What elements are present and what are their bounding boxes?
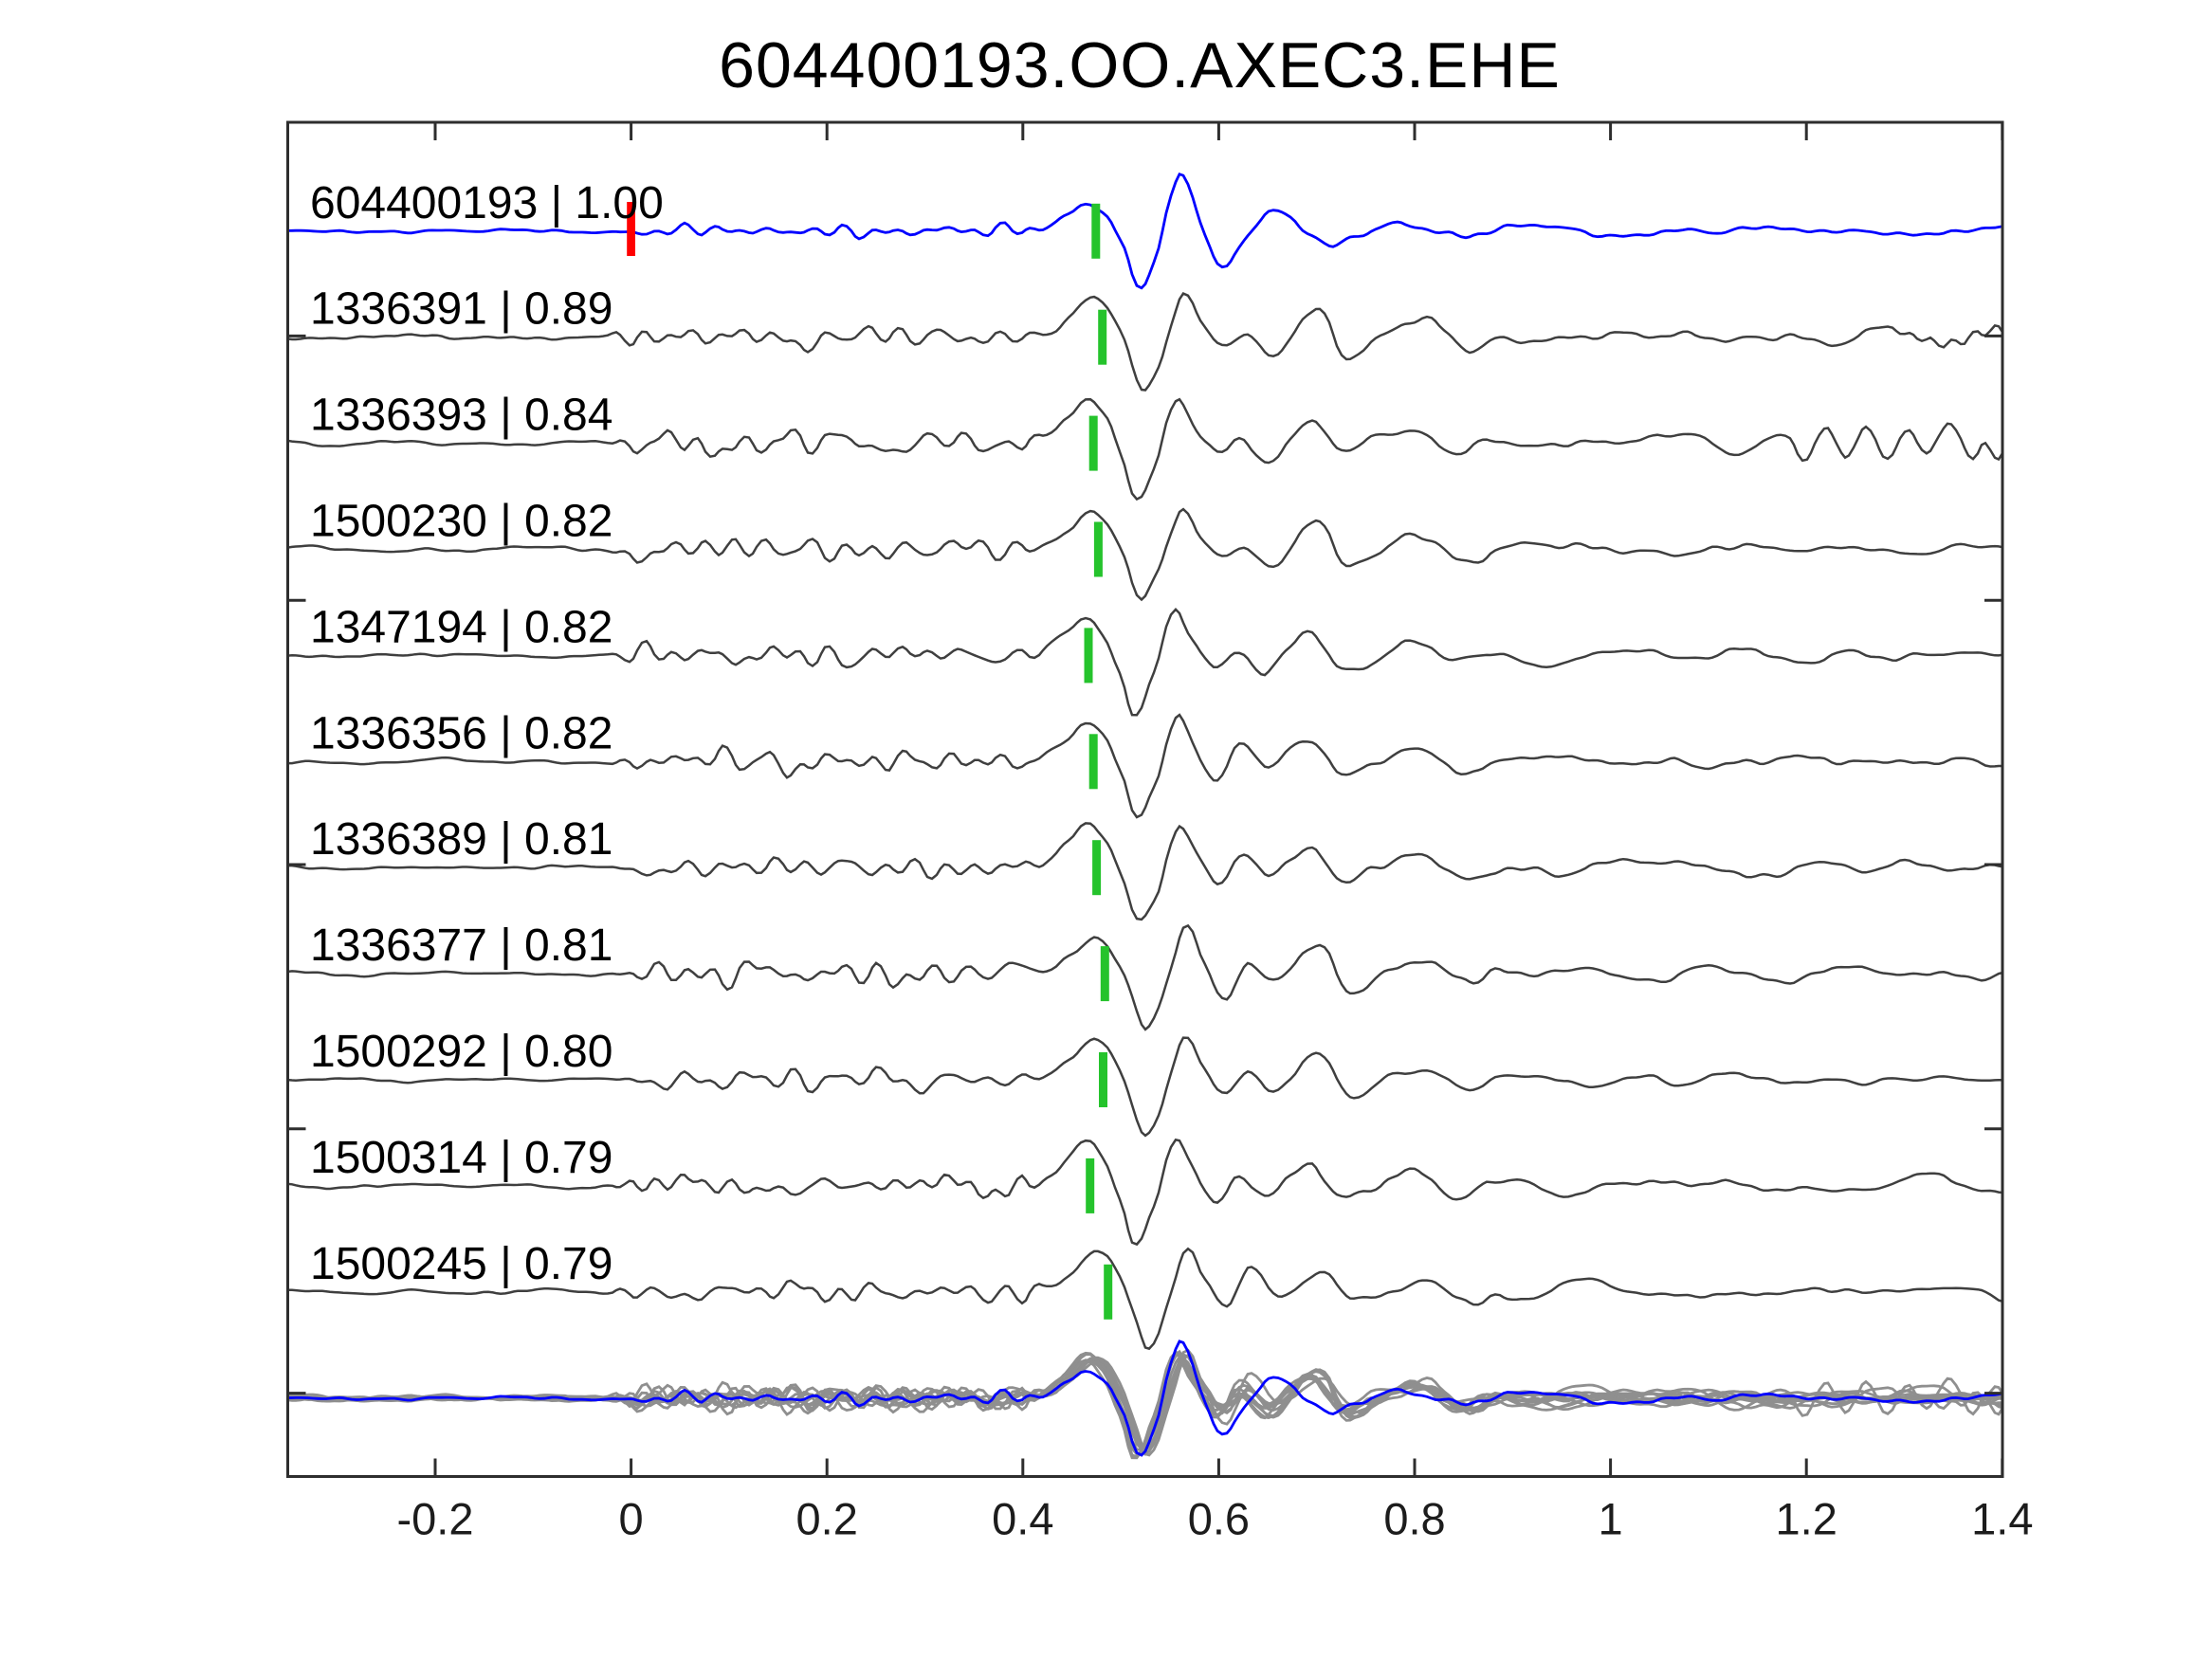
svg-text:1: 1 [1599,1494,1623,1544]
svg-text:0.8: 0.8 [1383,1494,1445,1544]
svg-text:1336391 | 0.89: 1336391 | 0.89 [310,284,612,335]
svg-text:604400193 | 1.00: 604400193 | 1.00 [310,178,664,228]
svg-text:0.6: 0.6 [1188,1494,1250,1544]
svg-text:1336389 | 0.81: 1336389 | 0.81 [310,814,612,865]
svg-text:1500292 | 0.80: 1500292 | 0.80 [310,1027,612,1077]
svg-text:0.4: 0.4 [992,1494,1053,1544]
svg-text:604400193.OO.AXEC3.EHE: 604400193.OO.AXEC3.EHE [719,29,1561,101]
svg-text:1500245 | 0.79: 1500245 | 0.79 [310,1239,612,1289]
svg-text:0: 0 [619,1494,644,1544]
svg-text:0.2: 0.2 [796,1494,858,1544]
svg-text:1.4: 1.4 [1971,1494,2033,1544]
svg-text:1336377 | 0.81: 1336377 | 0.81 [310,921,612,971]
svg-text:1336393 | 0.84: 1336393 | 0.84 [310,391,612,441]
svg-text:1500230 | 0.82: 1500230 | 0.82 [310,497,612,547]
svg-text:1336356 | 0.82: 1336356 | 0.82 [310,708,612,758]
svg-text:1.2: 1.2 [1776,1494,1837,1544]
svg-text:-0.2: -0.2 [397,1494,474,1544]
svg-text:1500314 | 0.79: 1500314 | 0.79 [310,1133,612,1183]
svg-text:1347194 | 0.82: 1347194 | 0.82 [310,602,612,652]
